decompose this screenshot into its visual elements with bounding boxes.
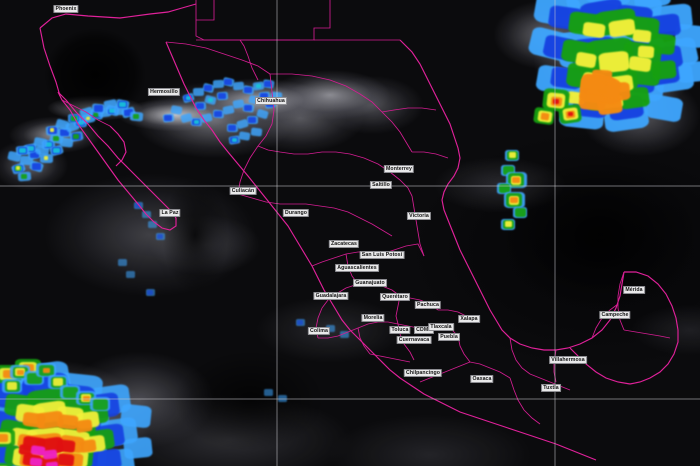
convective-cell-green <box>21 173 27 179</box>
convective-cell-yellow <box>53 378 63 386</box>
convective-cell-blue <box>157 233 163 239</box>
city-label-villahermosa: Villahermosa <box>549 356 587 364</box>
convective-cell-light-blue <box>277 394 287 402</box>
convective-cell-orange <box>16 369 24 375</box>
city-label-xalapa: Xalapa <box>458 315 480 323</box>
convective-cell-cyan <box>44 141 52 147</box>
convective-cell-cyan <box>18 147 26 153</box>
convective-cell-green <box>502 165 514 175</box>
convective-cell-cyan <box>52 147 60 153</box>
city-label-phoenix: Phoenix <box>53 5 79 13</box>
convective-cell-yellow <box>508 152 516 158</box>
convective-cell-green <box>53 135 59 141</box>
convective-cell-yellow <box>16 166 20 170</box>
convective-cell-green <box>62 386 78 398</box>
city-label-chilpancingo: Chilpancingo <box>403 369 443 377</box>
convective-cell-blue <box>29 150 39 158</box>
city-label-colima: Colima <box>307 327 331 335</box>
city-label-culiac-n: Culiacán <box>229 187 257 195</box>
convective-cell-green <box>498 183 510 193</box>
city-label-la-paz: La Paz <box>159 209 181 217</box>
convective-cell-yellow <box>7 382 17 390</box>
city-label-chihuahua: Chihuahua <box>254 97 288 105</box>
convective-cell-orange <box>2 370 14 378</box>
city-label-hermosillo: Hermosillo <box>147 88 181 96</box>
convective-cell-light-blue <box>117 258 127 266</box>
city-label-cuernavaca: Cuernavaca <box>396 336 432 344</box>
convective-cell-green <box>26 372 42 384</box>
city-label-monterrey: Monterrey <box>383 165 415 173</box>
city-label-saltillo: Saltillo <box>369 181 393 189</box>
convective-cell-blue <box>147 289 153 295</box>
city-label-durango: Durango <box>282 209 310 217</box>
city-label-guanajuato: Guanajuato <box>353 279 387 287</box>
city-label-m-rida: Mérida <box>623 286 645 294</box>
convective-cell-orange <box>82 395 90 401</box>
city-label-pachuca: Pachuca <box>414 301 442 309</box>
city-label-campeche: Campeche <box>599 311 631 319</box>
convective-cell-yellow <box>50 128 54 132</box>
city-label-toluca: Toluca <box>389 326 411 334</box>
convective-cell-orange <box>512 177 520 183</box>
convective-cell-orange <box>510 197 518 203</box>
convective-cell-green <box>92 398 108 410</box>
convective-cell-blue <box>297 319 303 325</box>
city-label-quer-taro: Querétaro <box>379 293 411 301</box>
convective-cell-light-blue <box>125 270 135 278</box>
convective-cell-green <box>0 463 13 466</box>
convective-cell-yellow <box>504 221 512 227</box>
city-label-victoria: Victoria <box>406 212 432 220</box>
convective-cell-orange <box>42 367 50 373</box>
convective-cell-red <box>553 98 559 104</box>
city-label-tuxtla: Tuxtla <box>541 384 561 392</box>
convective-cell-green <box>514 207 526 217</box>
convective-cell-orange <box>0 434 8 442</box>
city-label-oaxaca: Oaxaca <box>470 375 494 383</box>
convective-cell-cyan <box>26 145 34 151</box>
convective-cell-yellow <box>44 156 48 160</box>
convective-cell-blue <box>31 162 41 170</box>
city-label-aguascalientes: Aguascalientes <box>335 264 379 272</box>
city-label-zacatecas: Zacatecas <box>328 240 360 248</box>
city-label-guadalajara: Guadalajara <box>313 292 349 300</box>
convective-cell-light-blue <box>263 388 273 396</box>
convective-cell-red <box>567 112 573 116</box>
city-label-morelia: Morelia <box>361 314 385 322</box>
city-label-san-luis-potos-: San Luis Potosí <box>359 251 405 259</box>
city-label-tlaxcala: Tlaxcala <box>428 323 454 331</box>
city-label-puebla: Puebla <box>438 333 460 341</box>
